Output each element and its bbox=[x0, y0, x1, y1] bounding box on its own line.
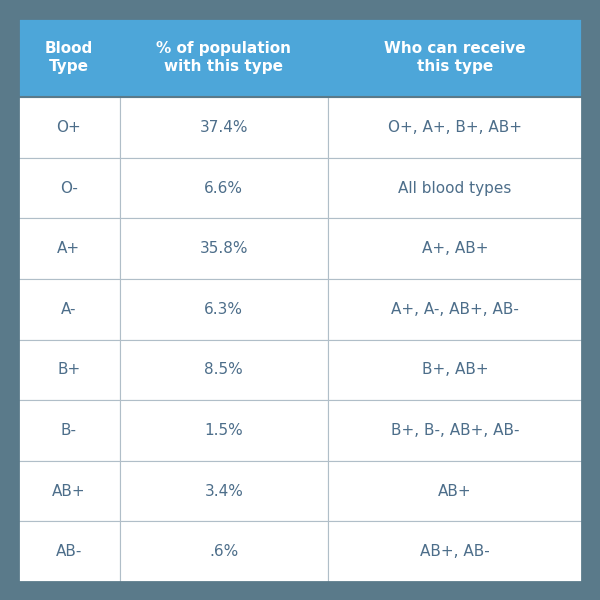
FancyBboxPatch shape bbox=[18, 279, 119, 340]
Text: All blood types: All blood types bbox=[398, 181, 512, 196]
FancyBboxPatch shape bbox=[328, 279, 582, 340]
Text: 6.3%: 6.3% bbox=[205, 302, 244, 317]
FancyBboxPatch shape bbox=[328, 521, 582, 582]
FancyBboxPatch shape bbox=[18, 18, 119, 97]
FancyBboxPatch shape bbox=[119, 279, 328, 340]
Text: A+, AB+: A+, AB+ bbox=[422, 241, 488, 256]
FancyBboxPatch shape bbox=[328, 97, 582, 158]
FancyBboxPatch shape bbox=[328, 158, 582, 218]
FancyBboxPatch shape bbox=[18, 218, 119, 279]
Text: A-: A- bbox=[61, 302, 77, 317]
FancyBboxPatch shape bbox=[18, 521, 119, 582]
Text: 3.4%: 3.4% bbox=[205, 484, 243, 499]
Text: AB+, AB-: AB+, AB- bbox=[420, 544, 490, 559]
Text: O+, A+, B+, AB+: O+, A+, B+, AB+ bbox=[388, 120, 522, 135]
Text: Who can receive
this type: Who can receive this type bbox=[384, 41, 526, 74]
FancyBboxPatch shape bbox=[18, 400, 119, 461]
Text: AB+: AB+ bbox=[52, 484, 86, 499]
Text: O+: O+ bbox=[56, 120, 81, 135]
Text: B-: B- bbox=[61, 423, 77, 438]
Text: 6.6%: 6.6% bbox=[205, 181, 244, 196]
Text: O-: O- bbox=[60, 181, 77, 196]
FancyBboxPatch shape bbox=[18, 158, 119, 218]
FancyBboxPatch shape bbox=[119, 400, 328, 461]
FancyBboxPatch shape bbox=[328, 18, 582, 97]
Text: 8.5%: 8.5% bbox=[205, 362, 243, 377]
FancyBboxPatch shape bbox=[18, 461, 119, 521]
FancyBboxPatch shape bbox=[328, 218, 582, 279]
Text: % of population
with this type: % of population with this type bbox=[157, 41, 292, 74]
FancyBboxPatch shape bbox=[328, 461, 582, 521]
Text: AB-: AB- bbox=[56, 544, 82, 559]
Text: 1.5%: 1.5% bbox=[205, 423, 243, 438]
Text: A+, A-, AB+, AB-: A+, A-, AB+, AB- bbox=[391, 302, 519, 317]
Text: Blood
Type: Blood Type bbox=[44, 41, 93, 74]
Text: B+, AB+: B+, AB+ bbox=[422, 362, 488, 377]
FancyBboxPatch shape bbox=[119, 521, 328, 582]
Text: B+, B-, AB+, AB-: B+, B-, AB+, AB- bbox=[391, 423, 520, 438]
Text: 35.8%: 35.8% bbox=[200, 241, 248, 256]
FancyBboxPatch shape bbox=[119, 97, 328, 158]
FancyBboxPatch shape bbox=[119, 461, 328, 521]
FancyBboxPatch shape bbox=[328, 400, 582, 461]
Text: B+: B+ bbox=[57, 362, 80, 377]
Text: A+: A+ bbox=[57, 241, 80, 256]
FancyBboxPatch shape bbox=[18, 97, 119, 158]
Text: 37.4%: 37.4% bbox=[200, 120, 248, 135]
FancyBboxPatch shape bbox=[119, 18, 328, 97]
FancyBboxPatch shape bbox=[328, 340, 582, 400]
FancyBboxPatch shape bbox=[18, 340, 119, 400]
FancyBboxPatch shape bbox=[119, 158, 328, 218]
FancyBboxPatch shape bbox=[119, 218, 328, 279]
FancyBboxPatch shape bbox=[119, 340, 328, 400]
Text: .6%: .6% bbox=[209, 544, 238, 559]
Text: AB+: AB+ bbox=[438, 484, 472, 499]
